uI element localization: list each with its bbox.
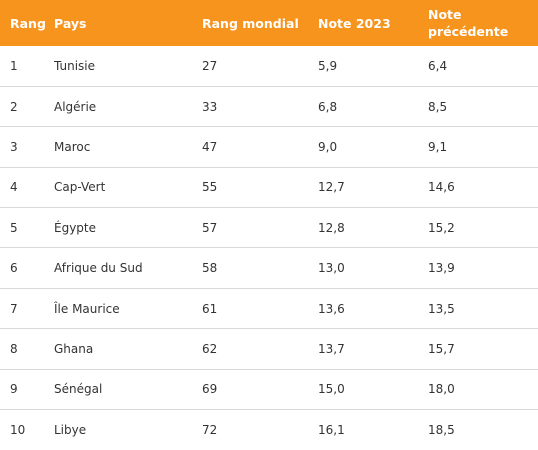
cell-rank: 1 xyxy=(10,58,18,73)
cell-rank: 5 xyxy=(10,220,18,235)
cell-country: Cap-Vert xyxy=(54,180,106,195)
header-rank: Rang xyxy=(10,15,46,31)
cell-country: Maroc xyxy=(54,139,91,154)
table-row: 2 Algérie 33 6,8 8,5 xyxy=(0,86,538,127)
cell-score-previous: 13,5 xyxy=(428,301,455,316)
table-row: 9 Sénégal 69 15,0 18,0 xyxy=(0,369,538,410)
cell-country: Ghana xyxy=(54,341,94,356)
cell-rank: 10 xyxy=(10,422,26,437)
cell-world-rank: 47 xyxy=(202,139,218,154)
cell-country: Afrique du Sud xyxy=(54,261,143,276)
header-country: Pays xyxy=(54,15,87,31)
table-row: 8 Ghana 62 13,7 15,7 xyxy=(0,329,538,370)
cell-world-rank: 27 xyxy=(202,58,218,73)
table-row: 1 Tunisie 27 5,9 6,4 xyxy=(0,46,538,87)
cell-rank: 3 xyxy=(10,139,18,154)
cell-score-2023: 13,0 xyxy=(318,261,345,276)
header-score-2023: Note 2023 xyxy=(318,15,391,31)
cell-world-rank: 33 xyxy=(202,99,218,114)
header-score-previous-line2: précédente xyxy=(428,24,509,39)
header-score-previous-line1: Note xyxy=(428,7,462,22)
cell-rank: 9 xyxy=(10,382,18,397)
header-world-rank: Rang mondial xyxy=(202,15,299,31)
table-row: 5 Égypte 57 12,8 15,2 xyxy=(0,208,538,248)
cell-world-rank: 58 xyxy=(202,261,218,276)
cell-rank: 7 xyxy=(10,301,18,316)
cell-score-2023: 6,8 xyxy=(318,99,338,114)
table-row: 3 Maroc 47 9,0 9,1 xyxy=(0,127,538,168)
table-header-row: Rang Pays Rang mondial Note 2023 Note pr… xyxy=(0,0,538,46)
cell-world-rank: 55 xyxy=(202,180,218,195)
cell-score-previous: 15,2 xyxy=(428,220,455,235)
table-row: 4 Cap-Vert 55 12,7 14,6 xyxy=(0,167,538,208)
cell-country: Égypte xyxy=(54,220,97,235)
cell-rank: 2 xyxy=(10,99,18,114)
cell-rank: 4 xyxy=(10,180,18,195)
cell-score-previous: 18,5 xyxy=(428,422,455,437)
cell-score-2023: 9,0 xyxy=(318,139,338,154)
cell-score-2023: 12,8 xyxy=(318,220,345,235)
cell-score-2023: 12,7 xyxy=(318,180,345,195)
cell-score-2023: 5,9 xyxy=(318,58,338,73)
cell-world-rank: 69 xyxy=(202,382,218,397)
cell-score-previous: 6,4 xyxy=(428,58,448,73)
cell-score-previous: 8,5 xyxy=(428,99,448,114)
cell-score-previous: 14,6 xyxy=(428,180,455,195)
cell-score-2023: 13,7 xyxy=(318,341,345,356)
header-score-previous: Note précédente xyxy=(428,0,538,46)
cell-score-2023: 16,1 xyxy=(318,422,345,437)
table-row: 6 Afrique du Sud 58 13,0 13,9 xyxy=(0,248,538,289)
cell-rank: 8 xyxy=(10,341,18,356)
cell-world-rank: 61 xyxy=(202,301,218,316)
cell-country: Tunisie xyxy=(54,58,96,73)
cell-country: Sénégal xyxy=(54,382,103,397)
cell-score-previous: 15,7 xyxy=(428,341,455,356)
cell-country: Île Maurice xyxy=(54,301,120,316)
table-row: 10 Libye 72 16,1 18,5 xyxy=(0,410,538,450)
cell-score-previous: 9,1 xyxy=(428,139,448,154)
cell-score-2023: 13,6 xyxy=(318,301,345,316)
cell-country: Algérie xyxy=(54,99,97,114)
cell-country: Libye xyxy=(54,422,87,437)
table-row: 7 Île Maurice 61 13,6 13,5 xyxy=(0,288,538,329)
cell-world-rank: 72 xyxy=(202,422,218,437)
cell-score-2023: 15,0 xyxy=(318,382,345,397)
cell-score-previous: 18,0 xyxy=(428,382,455,397)
cell-rank: 6 xyxy=(10,261,18,276)
cell-world-rank: 57 xyxy=(202,220,218,235)
cell-world-rank: 62 xyxy=(202,341,218,356)
cell-score-previous: 13,9 xyxy=(428,261,455,276)
